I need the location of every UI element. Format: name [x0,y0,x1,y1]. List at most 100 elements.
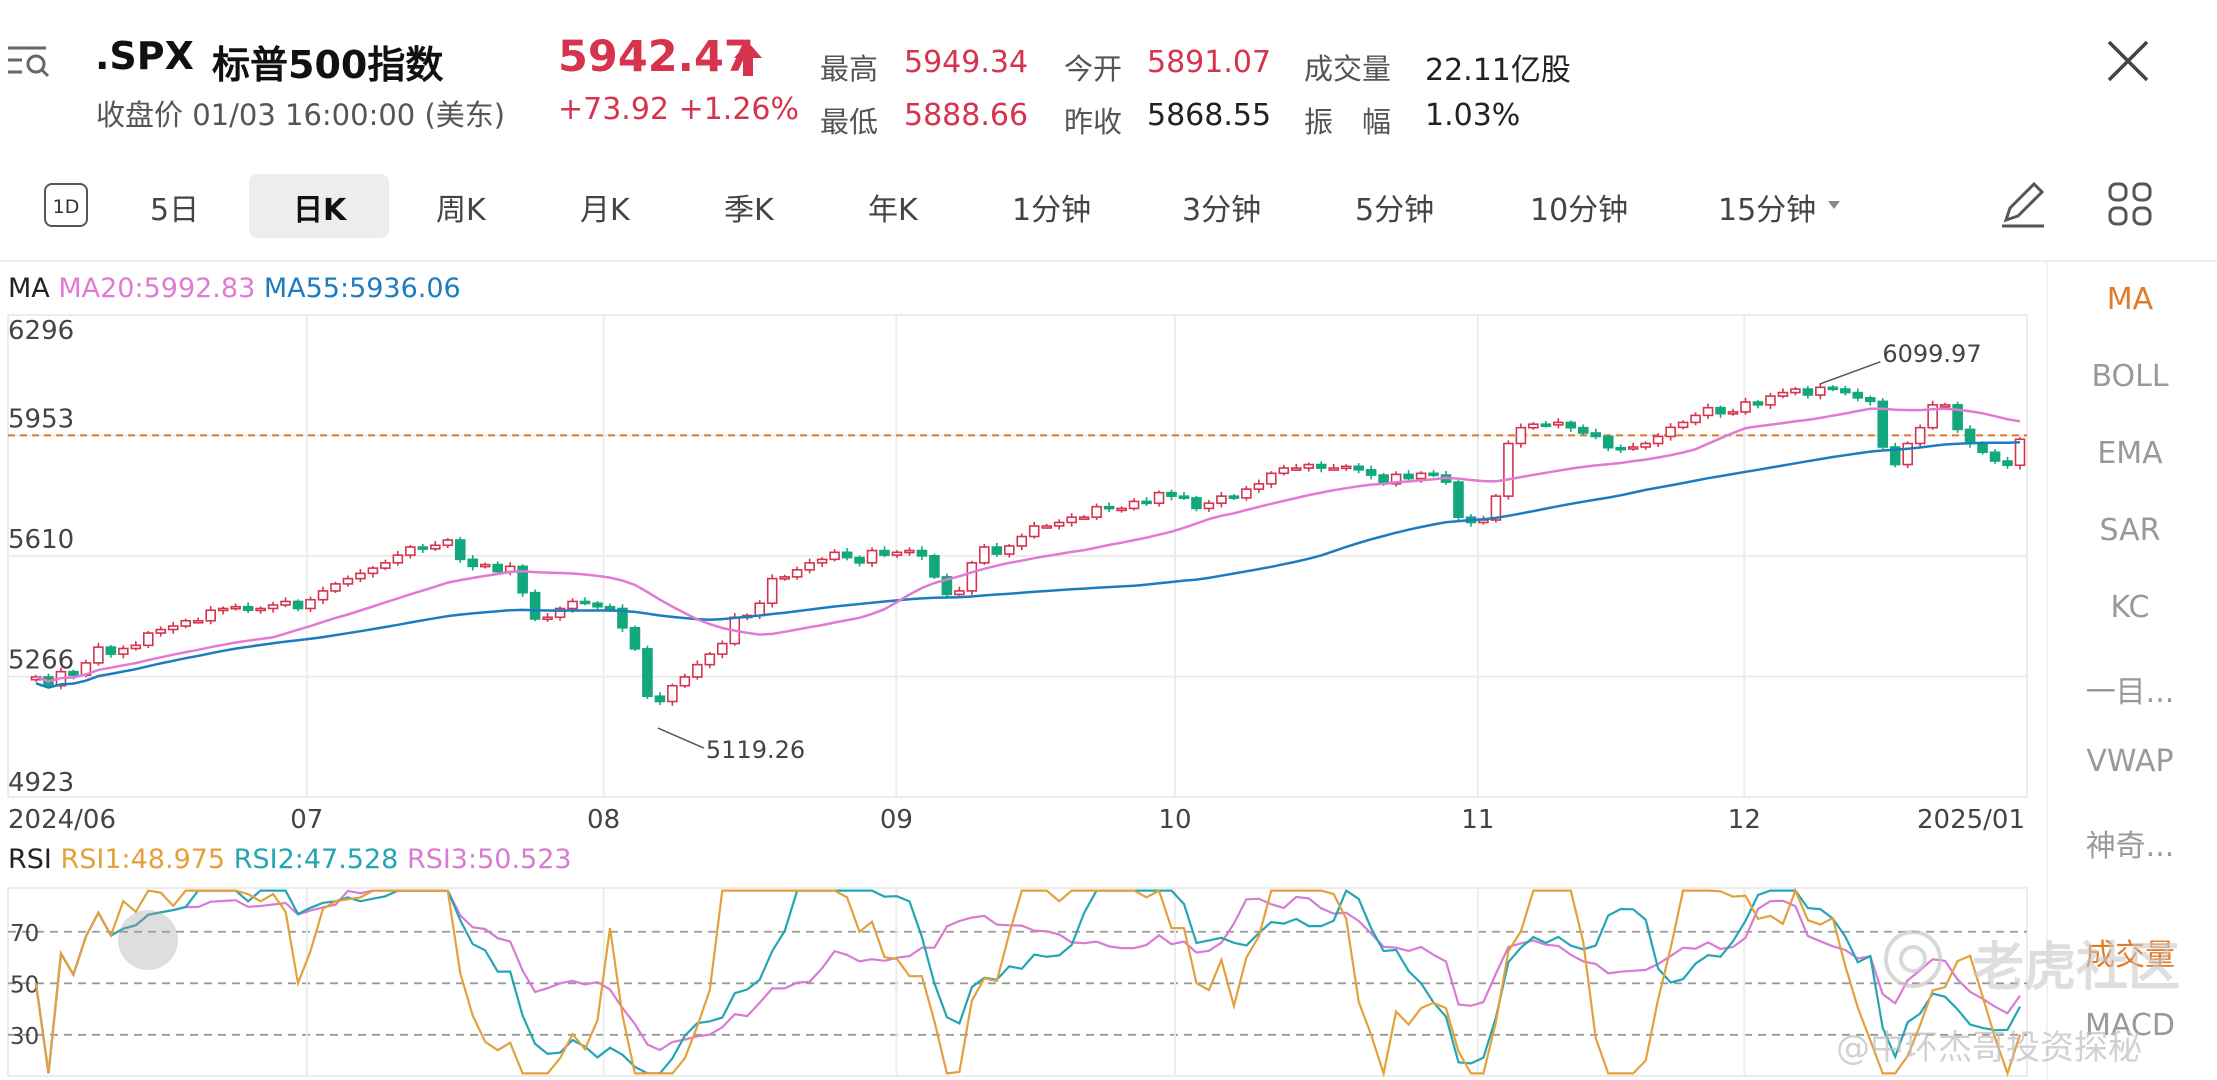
ma20-legend: MA20:5992.83 [58,273,256,304]
candle-body [1003,545,1015,555]
watermark-author: @中环杰哥投资探秘 [1836,1028,2142,1068]
candle-body [1041,525,1053,529]
tab-5min[interactable]: 5分钟 [1355,193,1435,228]
candle-body [1390,473,1402,485]
candle-body [904,549,915,554]
pencil-icon[interactable] [1998,178,2048,230]
x-tick-label: 09 [880,805,913,835]
tab-yearly-k[interactable]: 年K [868,193,918,228]
grid-icon[interactable] [2106,180,2154,228]
candle-body [954,590,965,596]
tab-10min[interactable]: 10分钟 [1530,193,1629,228]
rsi3-value: 50.523 [477,844,572,875]
rsi2-legend: RSI2:47.528 [233,844,399,875]
candle-body [155,628,167,634]
candle-body [1864,397,1876,403]
menu-search-icon[interactable] [6,42,52,80]
candle-body [1964,428,1976,445]
candle-body [1802,388,1814,396]
trough-pointer [657,727,705,749]
candle-body [143,632,154,647]
candle-body [579,600,591,605]
close-icon[interactable] [2103,36,2153,86]
tab-monthly-k[interactable]: 月K [580,193,630,228]
candle-body [429,544,441,550]
close-time: 收盘价 01/03 16:00:00 (美东) [96,98,506,132]
tab-quarterly-k[interactable]: 季K [724,193,774,228]
candle-body [667,684,678,703]
ma20-name: MA20 [58,273,135,304]
volume-value: 22.11亿股 [1425,53,1571,88]
side-item-ichimoku[interactable]: 一目... [2085,675,2175,710]
candle-body [1602,435,1614,449]
candle-body [479,563,491,568]
candle-body [1290,467,1302,471]
candle-body [766,577,778,605]
tab-1min[interactable]: 1分钟 [1012,193,1092,228]
candle-body [1340,465,1352,470]
side-item-sar[interactable]: SAR [2099,513,2161,548]
candle-body [93,646,104,664]
tab-1d[interactable]: 1D [44,183,88,227]
candle-body [517,565,528,594]
candle-body [1914,426,1926,445]
candle-body [779,576,790,580]
candle-body [417,546,429,550]
peak-label: 6099.97 [1882,340,1981,368]
candle-body [1141,500,1152,505]
side-item-ema[interactable]: EMA [2097,436,2163,471]
side-item-macd[interactable]: MACD [2085,1008,2175,1043]
candle-body [2002,460,2013,467]
candle-body [1191,497,1202,510]
rsi-y-axis: 70 50 30 [10,921,39,1050]
rsi3-line [34,889,2021,1074]
candle-body [1889,446,1901,466]
side-item-boll[interactable]: BOLL [2091,359,2169,394]
candle-body [567,600,578,610]
chevron-down-icon[interactable] [1826,200,1842,210]
candle-body [829,551,840,561]
peak-pointer [1820,361,1881,385]
tab-5day[interactable]: 5日 [150,193,200,228]
candle-body [966,562,978,592]
side-item-magic[interactable]: 神奇... [2085,829,2175,864]
candle-body [1627,446,1639,450]
candle-body [1777,391,1789,397]
candle-body [841,551,853,559]
candle-body [1403,473,1414,480]
kline-chart[interactable]: 6296 5953 5610 5266 4923 2024/06 07 08 09 10 11 12… [0,0,2060,1080]
toolbar-divider [0,260,2217,262]
crosshair-handle[interactable] [118,910,178,970]
x-tick-label: 2024/06 [8,805,116,835]
rsi2-name: RSI2 [233,844,295,875]
candle-body [1116,507,1127,512]
candle-body [330,583,341,592]
candle-body [68,670,79,676]
side-item-kc[interactable]: KC [2110,590,2150,625]
last-price: 5942.47 [558,32,754,82]
side-item-vwap[interactable]: VWAP [2086,744,2174,779]
candle-body [891,551,903,556]
side-item-ma[interactable]: MA [2106,282,2154,317]
side-item-volume[interactable]: 成交量 [2085,938,2175,973]
tab-15min[interactable]: 15分钟 [1718,193,1817,228]
tab-3min[interactable]: 3分钟 [1182,193,1262,228]
tab-weekly-k[interactable]: 周K [436,193,486,228]
candle-body [1740,401,1751,413]
tab-daily-k[interactable]: 日K [293,193,347,228]
ma20-value: 5992.83 [143,273,256,304]
candle-body [1690,414,1701,424]
candle-body [1528,423,1539,429]
amplitude-label: 振 幅 [1304,105,1392,139]
ticker-symbol: .SPX [95,34,194,78]
amplitude-value: 1.03% [1425,98,1521,133]
candle-body [1902,442,1913,466]
prev-close-label: 昨收 [1064,105,1123,139]
candle-body [1178,495,1190,499]
rsi-tick-label: 30 [10,1024,39,1050]
candle-body [916,549,928,557]
low-label: 最低 [820,105,879,139]
candle-body [1727,411,1739,415]
candle-body [217,607,229,612]
candle-body [1702,406,1714,417]
